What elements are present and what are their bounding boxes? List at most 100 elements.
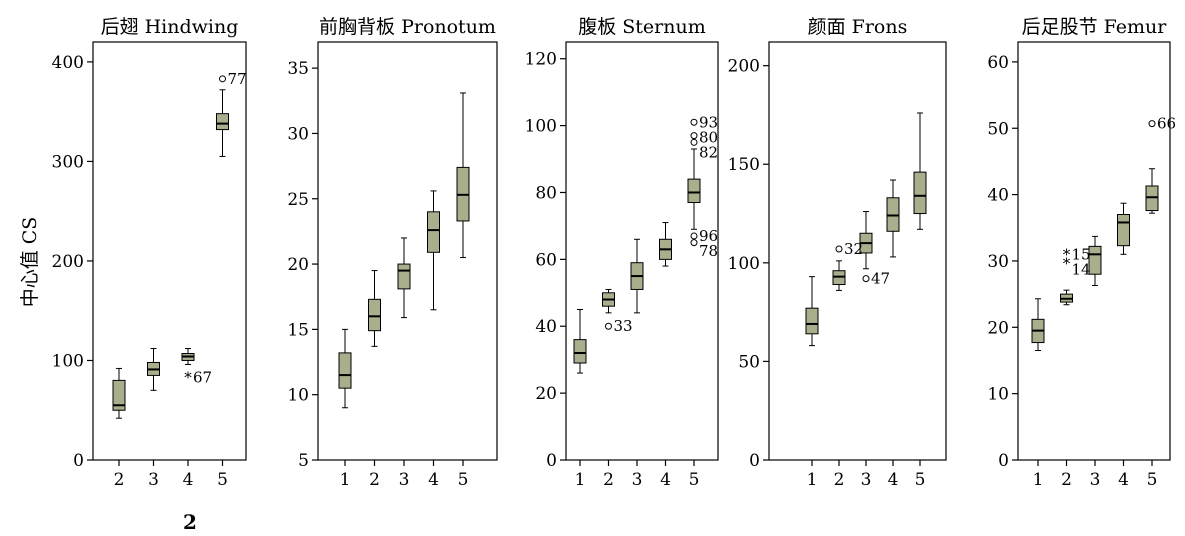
panel-1: 后翅 Hindwing 0 100 200 300 400 2 3 4 5 * 67 77 <box>52 16 247 490</box>
y-tick-label: 20 <box>987 318 1009 338</box>
y-tick-label: 15 <box>287 320 309 340</box>
outlier-label: 82 <box>699 143 718 161</box>
panel-5: 后足股节 Femur 0 10 20 30 40 50 60 1 2 3 4 5 * 15* 14 66 <box>987 16 1176 490</box>
y-tick-label: 120 <box>525 50 557 70</box>
plot-frame <box>768 41 947 461</box>
x-tick-label: 1 <box>575 470 586 490</box>
plot-frame <box>1017 41 1171 461</box>
y-tick-label: 0 <box>546 451 557 471</box>
x-tick-label: 1 <box>340 470 351 490</box>
box-5 <box>913 171 927 215</box>
y-tick-label: 10 <box>287 386 309 406</box>
outlier-point <box>862 275 870 283</box>
x-tick-label: 2 <box>1061 470 1072 490</box>
panel-title: 颜面 Frons <box>808 16 908 38</box>
x-tick-label: 3 <box>1090 470 1101 490</box>
y-axis-label: 中心值 CS <box>19 217 41 308</box>
y-tick-label: 5 <box>298 451 309 471</box>
y-tick-label: 100 <box>52 351 84 371</box>
outlier-point <box>605 322 612 330</box>
x-tick-label: 1 <box>1033 470 1044 490</box>
outlier-label: 96 <box>699 227 718 245</box>
y-tick-label: 40 <box>535 317 557 337</box>
box-1 <box>573 339 587 364</box>
x-tick-label: 3 <box>861 470 872 490</box>
y-tick-label: 80 <box>535 183 557 203</box>
x-tick-label: 2 <box>834 470 845 490</box>
x-tick-label: 2 <box>603 470 614 490</box>
outlier-label: 67 <box>193 368 212 386</box>
panel-title: 前胸背板 Pronotum <box>319 16 496 38</box>
outlier-point <box>690 118 698 126</box>
x-tick-label: 2 <box>369 470 380 490</box>
y-tick-label: 0 <box>998 451 1009 471</box>
outlier-point <box>690 232 698 240</box>
outlier-point <box>690 239 698 247</box>
box-2 <box>368 298 381 332</box>
y-tick-label: 10 <box>987 385 1009 405</box>
y-tick-label: 100 <box>728 254 760 274</box>
panel-title: 后足股节 Femur <box>1022 16 1168 38</box>
y-tick-label: 50 <box>738 352 760 372</box>
outlier-label: 78 <box>699 242 718 260</box>
y-tick-label: 60 <box>987 53 1009 73</box>
outlier-star: * <box>184 368 192 386</box>
y-tick-label: 200 <box>52 252 84 272</box>
x-tick-label: 4 <box>888 470 899 490</box>
box-3 <box>1088 245 1102 275</box>
x-tick-label: 1 <box>807 470 818 490</box>
box-1 <box>338 352 352 389</box>
outlier-label: 66 <box>1157 115 1176 133</box>
outlier-label: 77 <box>228 70 247 88</box>
y-tick-label: 30 <box>287 124 309 144</box>
outlier-point <box>690 132 698 140</box>
outlier-label: 80 <box>699 128 718 146</box>
figure-number: 2 <box>183 510 197 534</box>
y-tick-label: 150 <box>728 155 760 175</box>
outlier-point <box>690 138 698 146</box>
outlier-star: * <box>1063 255 1071 273</box>
y-tick-label: 100 <box>525 117 557 137</box>
outlier-label: 33 <box>614 317 633 335</box>
outlier-point <box>219 75 226 83</box>
outlier-label: 47 <box>871 270 890 288</box>
box-4 <box>427 211 440 253</box>
box-3 <box>397 263 411 290</box>
y-tick-label: 40 <box>987 186 1009 206</box>
x-tick-label: 4 <box>660 470 671 490</box>
box-5 <box>687 178 701 204</box>
outlier-label: 15 <box>1072 245 1091 263</box>
box-4 <box>1117 214 1130 247</box>
panel-title: 腹板 Sternum <box>578 16 706 38</box>
panel-4: 颜面 Frons 0 50 100 150 200 1 2 3 4 5 32 47 <box>728 16 947 490</box>
y-tick-label: 200 <box>728 57 760 77</box>
y-tick-label: 60 <box>535 250 557 270</box>
y-tick-label: 300 <box>52 152 84 172</box>
x-tick-label: 4 <box>1118 470 1129 490</box>
outlier-point <box>1148 120 1156 128</box>
y-tick-label: 0 <box>73 451 84 471</box>
outlier-label: 14 <box>1072 260 1091 278</box>
plot-frame <box>565 41 719 461</box>
outlier-label: 32 <box>844 240 863 258</box>
box-2 <box>112 379 126 411</box>
y-tick-label: 0 <box>749 451 760 471</box>
y-tick-label: 20 <box>535 384 557 404</box>
outlier-star: * <box>1063 245 1071 263</box>
x-tick-label: 5 <box>689 470 700 490</box>
x-tick-label: 5 <box>458 470 469 490</box>
x-tick-label: 3 <box>148 470 159 490</box>
box-1 <box>805 307 819 335</box>
y-tick-label: 35 <box>287 59 309 79</box>
y-tick-label: 50 <box>987 119 1009 139</box>
x-tick-label: 2 <box>114 470 125 490</box>
plot-frame <box>92 41 247 461</box>
x-tick-label: 3 <box>632 470 643 490</box>
outlier-point <box>835 245 843 253</box>
x-tick-label: 4 <box>428 470 439 490</box>
x-tick-label: 4 <box>183 470 194 490</box>
